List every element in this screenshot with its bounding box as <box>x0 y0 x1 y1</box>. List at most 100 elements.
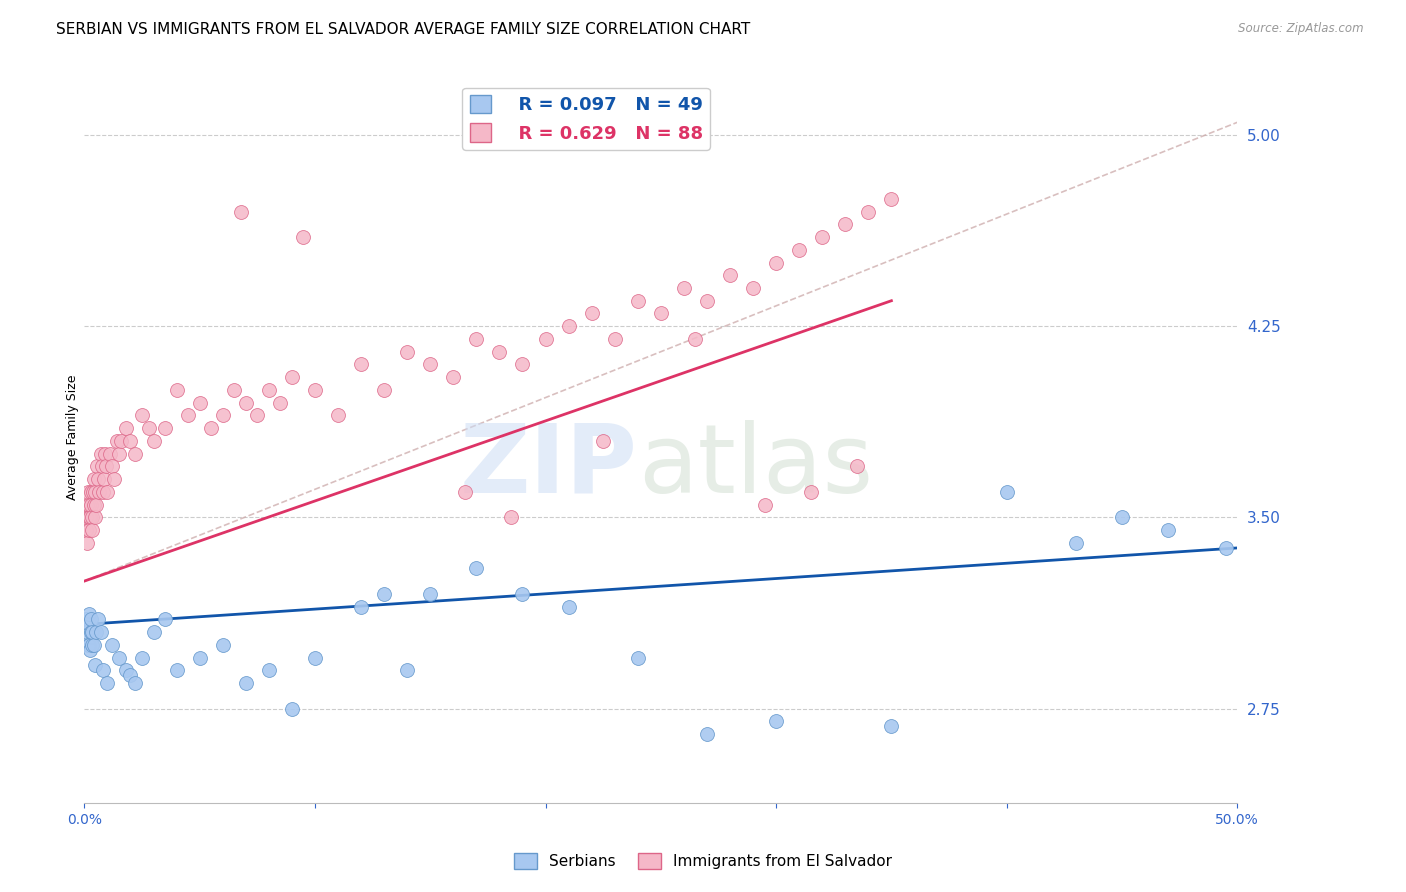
Text: Source: ZipAtlas.com: Source: ZipAtlas.com <box>1239 22 1364 36</box>
Point <box>373 383 395 397</box>
Point <box>138 421 160 435</box>
Point <box>77 510 100 524</box>
Point <box>235 676 257 690</box>
Point <box>77 498 100 512</box>
Point <box>1157 523 1180 537</box>
Point <box>235 395 257 409</box>
Point <box>211 638 233 652</box>
Point <box>94 447 117 461</box>
Point <box>120 434 142 448</box>
Point <box>79 643 101 657</box>
Point <box>166 383 188 397</box>
Point <box>77 607 100 622</box>
Point <box>672 281 695 295</box>
Point <box>627 293 650 308</box>
Point <box>110 434 132 448</box>
Point <box>1064 536 1087 550</box>
Point <box>765 255 787 269</box>
Point <box>557 599 579 614</box>
Point <box>718 268 741 283</box>
Y-axis label: Average Family Size: Average Family Size <box>66 375 79 500</box>
Point <box>269 395 291 409</box>
Point <box>231 204 253 219</box>
Point <box>512 587 534 601</box>
Point <box>581 306 603 320</box>
Point <box>75 523 97 537</box>
Point <box>685 332 707 346</box>
Point <box>108 447 131 461</box>
Point <box>246 409 269 423</box>
Point <box>80 638 103 652</box>
Point <box>80 612 103 626</box>
Point <box>83 658 105 673</box>
Point <box>83 510 105 524</box>
Point <box>765 714 787 729</box>
Point <box>224 383 246 397</box>
Point <box>465 332 488 346</box>
Point <box>101 459 124 474</box>
Point <box>696 293 718 308</box>
Point <box>142 434 165 448</box>
Point <box>419 587 441 601</box>
Point <box>96 676 118 690</box>
Point <box>93 472 115 486</box>
Point <box>396 344 419 359</box>
Point <box>880 719 903 733</box>
Point <box>80 510 103 524</box>
Point <box>124 676 146 690</box>
Point <box>845 459 868 474</box>
Point <box>350 358 373 372</box>
Point <box>76 498 98 512</box>
Point <box>696 727 718 741</box>
Point <box>153 421 176 435</box>
Point <box>80 498 103 512</box>
Point <box>350 599 373 614</box>
Point <box>834 217 856 231</box>
Point <box>79 523 101 537</box>
Point <box>858 204 880 219</box>
Point <box>880 192 903 206</box>
Legend: Serbians, Immigrants from El Salvador: Serbians, Immigrants from El Salvador <box>508 847 898 875</box>
Point <box>115 663 138 677</box>
Point <box>84 625 107 640</box>
Point <box>754 498 776 512</box>
Point <box>211 409 233 423</box>
Point <box>787 243 810 257</box>
Point <box>131 409 153 423</box>
Text: atlas: atlas <box>638 420 873 513</box>
Point <box>83 498 105 512</box>
Point <box>292 230 315 244</box>
Point <box>75 510 97 524</box>
Point <box>142 625 165 640</box>
Point <box>650 306 672 320</box>
Point <box>105 434 128 448</box>
Point <box>177 409 200 423</box>
Point <box>84 484 107 499</box>
Point <box>101 638 124 652</box>
Point <box>200 421 222 435</box>
Point <box>396 663 419 677</box>
Point <box>79 510 101 524</box>
Point <box>80 484 103 499</box>
Point <box>1111 510 1133 524</box>
Point <box>603 332 626 346</box>
Point <box>800 484 823 499</box>
Point <box>89 625 111 640</box>
Point <box>87 612 110 626</box>
Point <box>592 434 614 448</box>
Point <box>465 561 488 575</box>
Point <box>166 663 188 677</box>
Point <box>115 421 138 435</box>
Point <box>534 332 557 346</box>
Point <box>103 472 125 486</box>
Point <box>79 638 101 652</box>
Point <box>326 409 349 423</box>
Point <box>77 617 100 632</box>
Point <box>91 663 114 677</box>
Point <box>91 484 114 499</box>
Legend:   R = 0.097   N = 49,   R = 0.629   N = 88: R = 0.097 N = 49, R = 0.629 N = 88 <box>463 87 710 150</box>
Point <box>488 344 510 359</box>
Point <box>512 358 534 372</box>
Point <box>76 536 98 550</box>
Point <box>98 447 121 461</box>
